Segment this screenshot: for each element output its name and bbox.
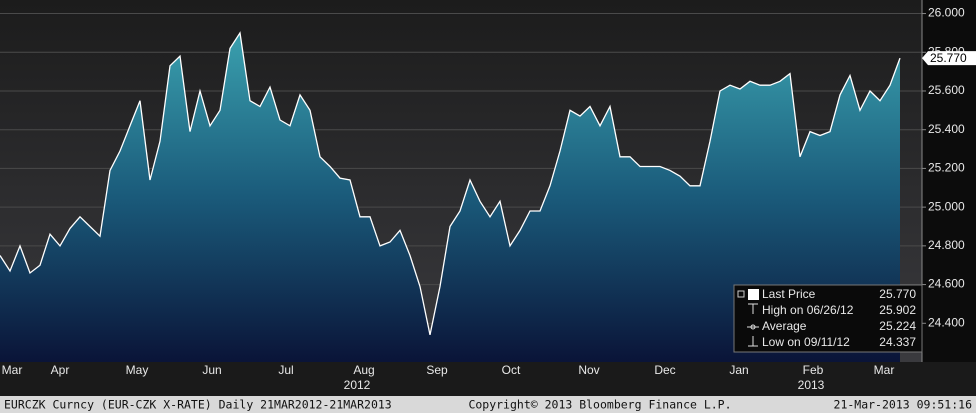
x-tick-label: Apr — [51, 363, 70, 377]
legend-label: Low on 09/11/12 — [762, 335, 850, 349]
legend-swatch — [748, 289, 759, 300]
x-axis-band — [0, 362, 976, 396]
x-tick-label: Oct — [502, 363, 521, 377]
legend-label: Average — [762, 319, 807, 333]
legend-icon — [747, 324, 759, 330]
x-tick-label: Jan — [729, 363, 748, 377]
y-tick-label: 25.000 — [928, 199, 965, 213]
legend-label: High on 06/26/12 — [762, 303, 854, 317]
x-year-label: 2013 — [798, 378, 825, 392]
legend-icon — [748, 303, 758, 314]
footer-left: EURCZK Curncy (EUR-CZK X-RATE) Daily 21M… — [4, 398, 392, 412]
footer-right: 21-Mar-2013 09:51:16 — [834, 398, 973, 412]
y-tick-label: 25.200 — [928, 161, 965, 175]
x-tick-label: Feb — [803, 363, 824, 377]
last-price-label: 25.770 — [930, 51, 967, 65]
y-tick-label: 25.400 — [928, 122, 965, 136]
footer-band — [0, 396, 976, 413]
y-tick-label: 25.600 — [928, 83, 965, 97]
legend-label: Last Price — [762, 287, 816, 301]
last-price-tag — [922, 51, 976, 66]
y-tick-label: 24.600 — [928, 277, 965, 291]
x-tick-label: Dec — [654, 363, 675, 377]
x-tick-label: Sep — [426, 363, 448, 377]
legend: Last Price 25.770 High on 06/26/12 25.902 Av… — [733, 284, 923, 353]
x-tick-label: Mar — [874, 363, 895, 377]
legend-box — [733, 284, 923, 353]
x-tick-label: Aug — [353, 363, 374, 377]
x-tick-label: Mar — [2, 363, 23, 377]
area — [0, 32, 900, 363]
y-tick-label: 26.000 — [928, 6, 965, 20]
legend-value: 25.224 — [879, 319, 916, 333]
y-tick-label: 24.800 — [928, 238, 965, 252]
x-tick-label: May — [126, 363, 149, 377]
x-tick-label: Nov — [578, 363, 599, 377]
legend-value: 25.902 — [879, 303, 916, 317]
legend-value: 25.770 — [879, 287, 916, 301]
legend-value: 24.337 — [879, 335, 916, 349]
line — [0, 31, 901, 336]
x-year-label: 2012 — [344, 378, 371, 392]
legend-icon — [737, 290, 745, 298]
footer-center: Copyright© 2013 Bloomberg Finance L.P. — [468, 398, 731, 412]
y-tick-label: 24.400 — [928, 315, 965, 329]
marks — [0, 31, 901, 363]
legend-icon — [748, 336, 758, 347]
x-tick-label: Jun — [202, 363, 221, 377]
x-tick-label: Jul — [278, 363, 293, 377]
